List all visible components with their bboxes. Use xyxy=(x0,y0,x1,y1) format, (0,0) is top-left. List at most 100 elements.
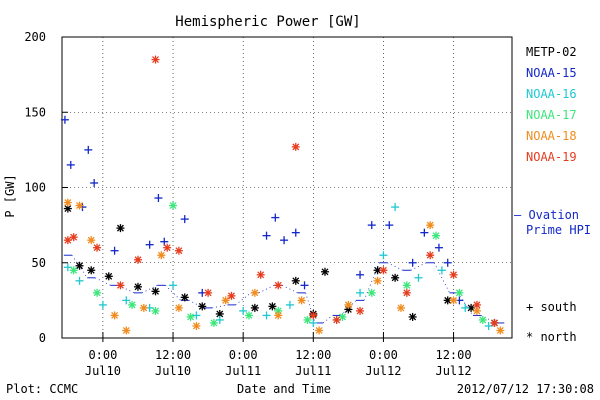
marker-stroke xyxy=(473,301,481,309)
marker-stroke xyxy=(157,251,165,259)
marker-stroke xyxy=(116,281,124,289)
marker-stroke xyxy=(292,277,300,285)
marker-stroke xyxy=(169,202,177,210)
noaa-19-point xyxy=(472,300,481,309)
noaa-19-point xyxy=(402,288,411,297)
noaa-17-point xyxy=(128,300,137,309)
noaa-16-point xyxy=(122,296,131,305)
metp-02-point xyxy=(104,272,113,281)
marker-stroke xyxy=(491,319,498,327)
noaa-19-point xyxy=(449,270,458,279)
noaa-16-point xyxy=(379,251,388,260)
metp-02-point xyxy=(116,224,125,233)
marker-stroke xyxy=(455,289,463,297)
noaa-15-point xyxy=(271,213,280,222)
noaa-19-point xyxy=(426,251,435,260)
legend-ovation-line1: — Ovation xyxy=(514,208,579,222)
y-tick-label: 0 xyxy=(39,331,46,345)
marker-stroke xyxy=(128,301,136,309)
marker-stroke xyxy=(333,316,341,324)
data-points xyxy=(60,55,505,335)
marker-stroke xyxy=(152,287,159,295)
marker-stroke xyxy=(368,289,376,297)
marker-stroke xyxy=(409,313,417,321)
marker-stroke xyxy=(298,296,306,304)
noaa-15-point xyxy=(443,258,452,267)
noaa-18-point xyxy=(274,311,283,320)
noaa-17-point xyxy=(69,266,78,275)
noaa-18-point xyxy=(449,296,458,305)
marker-stroke xyxy=(374,266,382,274)
metp-02-point xyxy=(198,302,207,311)
ovation-hpi-connector xyxy=(387,262,403,271)
noaa-15-point xyxy=(180,215,189,224)
marker-stroke xyxy=(64,205,72,213)
noaa-17-point xyxy=(432,231,441,240)
marker-stroke xyxy=(140,304,148,312)
noaa-18-point xyxy=(221,296,230,305)
noaa-17-point xyxy=(455,288,464,297)
marker-stroke xyxy=(76,262,83,270)
noaa-18-point xyxy=(87,236,96,245)
noaa-19-point xyxy=(174,246,183,255)
marker-stroke xyxy=(379,266,387,274)
marker-stroke xyxy=(122,327,130,334)
y-tick-label: 50 xyxy=(32,256,46,270)
metp-02-point xyxy=(250,303,259,312)
marker-stroke xyxy=(64,199,72,207)
marker-stroke xyxy=(64,236,72,244)
metp-02-point xyxy=(320,267,329,276)
marker-stroke xyxy=(87,266,95,274)
marker-stroke xyxy=(175,304,183,312)
noaa-19-point xyxy=(163,243,172,252)
noaa-19-point xyxy=(93,243,102,252)
footer-source: Plot: CCMC xyxy=(6,382,78,396)
marker-stroke xyxy=(292,143,300,151)
noaa-16-point xyxy=(63,263,72,272)
marker-stroke xyxy=(210,319,218,327)
ovation-hpi-line xyxy=(63,254,505,324)
ovation-hpi-connector xyxy=(212,304,228,309)
noaa-18-point xyxy=(174,303,183,312)
marker-stroke xyxy=(403,281,411,289)
noaa-16-point xyxy=(192,311,201,320)
x-tick-label-time: 0:00 xyxy=(369,348,398,362)
noaa-18-point xyxy=(139,303,148,312)
noaa-15-point xyxy=(145,240,154,249)
ovation-hpi-connector xyxy=(71,254,88,279)
marker-stroke xyxy=(204,289,212,297)
marker-stroke xyxy=(245,311,253,319)
noaa-16-point xyxy=(414,273,423,282)
noaa-15-point xyxy=(367,221,376,230)
noaa-18-point xyxy=(192,321,201,330)
marker-stroke xyxy=(397,304,405,312)
metp-02-point xyxy=(151,287,160,296)
noaa-18-point xyxy=(496,326,505,335)
noaa-19-point xyxy=(356,306,365,315)
marker-stroke xyxy=(175,247,183,255)
marker-stroke xyxy=(479,316,487,324)
marker-stroke xyxy=(87,236,95,244)
marker-stroke xyxy=(134,256,142,264)
noaa-19-point xyxy=(309,311,318,320)
marker-stroke xyxy=(134,283,142,291)
x-tick-label-date: Jul10 xyxy=(155,364,191,378)
ovation-hpi-connector xyxy=(282,284,298,294)
x-tick-label-time: 12:00 xyxy=(435,348,471,362)
noaa-19-point xyxy=(379,266,388,275)
x-axis: 0:00 Jul10 12:00 Jul10 0:00 Jul11 12:00 Jul11 0:… xyxy=(85,332,472,378)
marker-stroke xyxy=(444,296,452,304)
marker-stroke xyxy=(105,272,113,280)
noaa-16-point xyxy=(75,276,84,285)
marker-stroke xyxy=(181,293,189,301)
noaa-15-point xyxy=(300,281,309,290)
marker-stroke xyxy=(339,313,346,321)
marker-stroke xyxy=(251,289,259,297)
y-tick-label: 150 xyxy=(24,105,46,119)
legend-ovation-line2: Prime HPI xyxy=(526,223,591,237)
marker-stroke xyxy=(257,271,265,279)
noaa-19-point xyxy=(116,281,125,290)
ovation-hpi-connector xyxy=(141,284,158,294)
noaa-19-point xyxy=(227,291,236,300)
noaa-17-point xyxy=(151,306,160,315)
